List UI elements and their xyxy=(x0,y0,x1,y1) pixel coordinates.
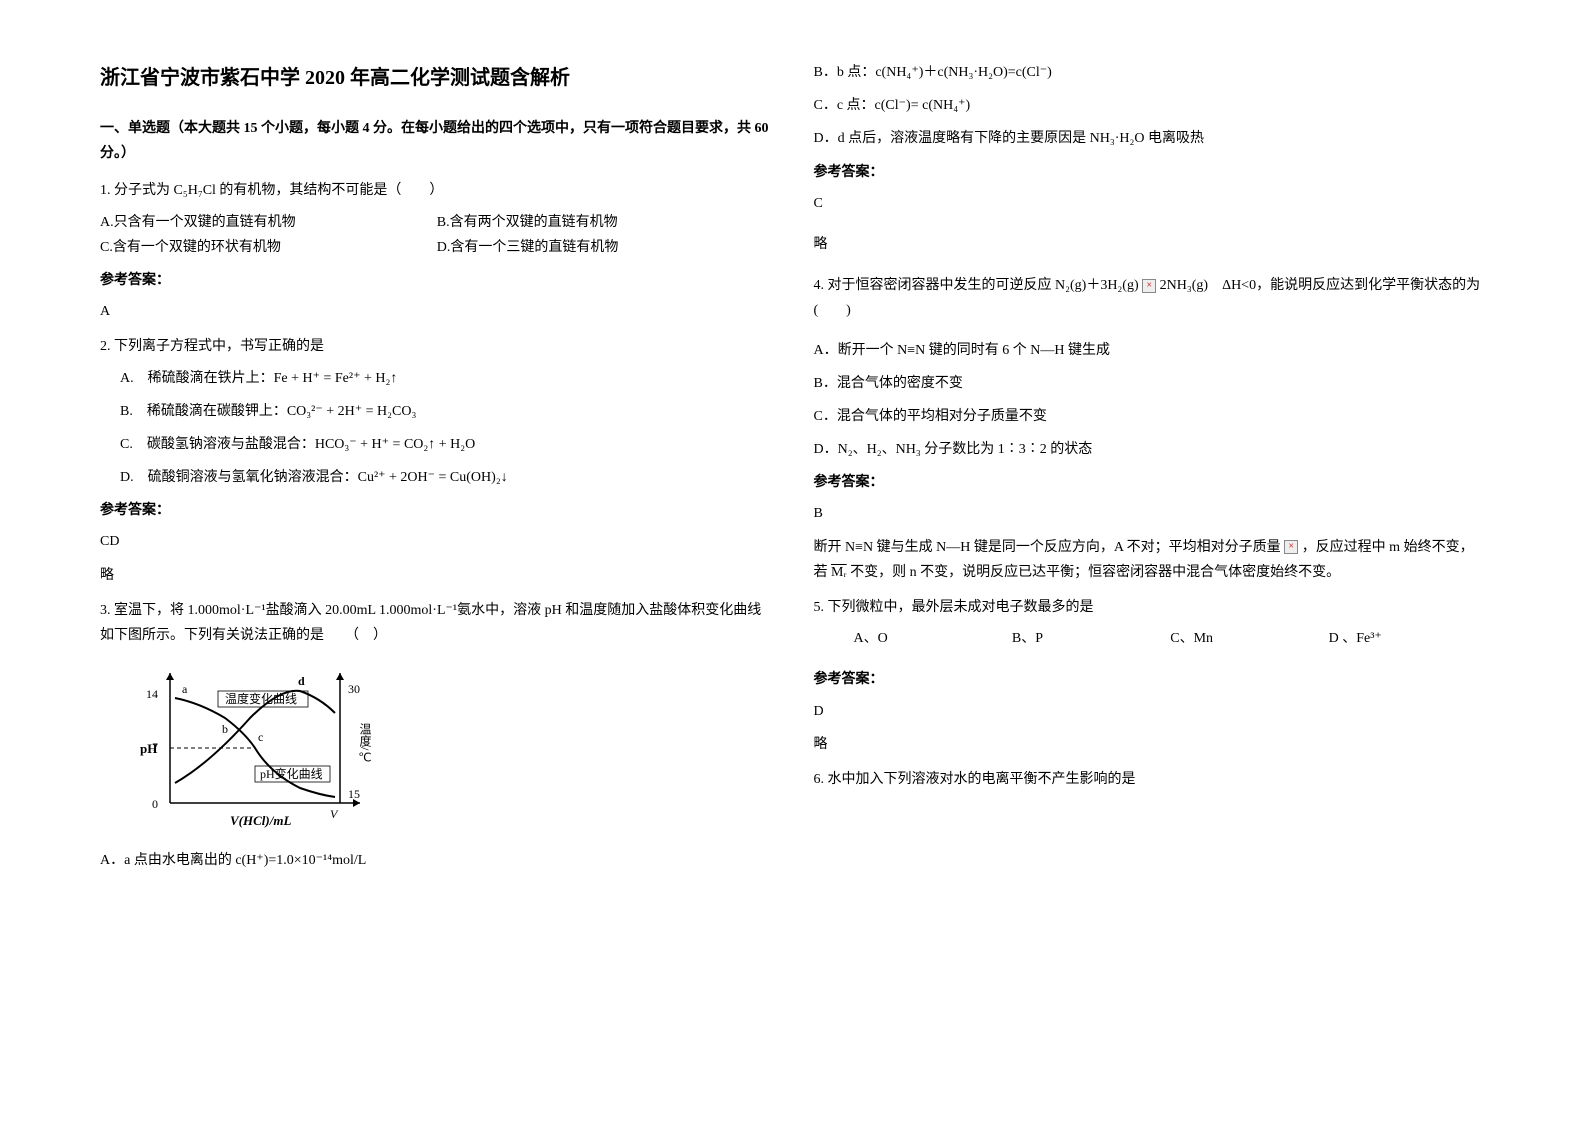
q4-opt-c: C．混合气体的平均相对分子质量不变 xyxy=(814,404,1488,429)
q2-opt-d: D. 硫酸铜溶液与氢氧化钠溶液混合：Cu²⁺ + 2OH⁻ = Cu(OH)₂↓ xyxy=(120,465,774,490)
q3-opt-a: A．a 点由水电离出的 c(H⁺)=1.0×10⁻¹⁴mol/L xyxy=(100,848,774,873)
q2-note: 略 xyxy=(100,563,774,588)
q4-ans-label: 参考答案： xyxy=(814,470,1488,495)
q4-exp-before: 断开 N≡N 键与生成 N—H 键是同一个反应方向，A 不对；平均相对分子质量 xyxy=(814,540,1285,555)
q3-opt-b: B．b 点：c(NH₄⁺)＋c(NH₃·H₂O)=c(Cl⁻) xyxy=(814,60,1488,85)
question-6: 6. 水中加入下列溶液对水的电离平衡不产生影响的是 xyxy=(814,767,1488,792)
q1-opt-a: A.只含有一个双键的直链有机物 xyxy=(100,210,437,235)
q1-opt-b: B.含有两个双键的直链有机物 xyxy=(437,210,774,235)
q4-text: 4. 对于恒容密闭容器中发生的可逆反应 N₂(g)＋3H₂(g) × 2NH₃(… xyxy=(814,273,1488,323)
point-b: b xyxy=(222,722,228,736)
q5-opt-d: D 、Fe³⁺ xyxy=(1329,626,1487,651)
q5-text: 5. 下列微粒中，最外层未成对电子数最多的是 xyxy=(814,595,1488,620)
q5-opt-a: A、O xyxy=(854,626,1012,651)
q1-text: 1. 分子式为 C₅H₇Cl 的有机物，其结构不可能是（ ） xyxy=(100,178,774,203)
q4-explain: 断开 N≡N 键与生成 N—H 键是同一个反应方向，A 不对；平均相对分子质量 … xyxy=(814,535,1488,585)
q2-text: 2. 下列离子方程式中，书写正确的是 xyxy=(100,334,774,359)
q4-opt-d: D．N₂、H₂、NH₃ 分子数比为 1∶3∶2 的状态 xyxy=(814,437,1488,462)
q2-ans: CD xyxy=(100,529,774,554)
q6-text: 6. 水中加入下列溶液对水的电离平衡不产生影响的是 xyxy=(814,767,1488,792)
xlabel: V(HCl)/mL xyxy=(230,813,291,828)
q2-ans-label: 参考答案： xyxy=(100,498,774,523)
q3-ans: C xyxy=(814,191,1488,216)
left-column: 浙江省宁波市紫石中学 2020 年高二化学测试题含解析 一、单选题（本大题共 1… xyxy=(80,60,794,1062)
q3-note: 略 xyxy=(814,232,1488,257)
ylabel-left: pH xyxy=(140,741,157,756)
point-c: c xyxy=(258,730,263,744)
point-d: d xyxy=(298,674,305,688)
ytick-14: 14 xyxy=(146,687,158,701)
q1-ans: A xyxy=(100,299,774,324)
y-axis-left-arrow xyxy=(166,673,174,680)
q1-options: A.只含有一个双键的直链有机物 B.含有两个双键的直链有机物 xyxy=(100,210,774,235)
section-1-header: 一、单选题（本大题共 15 个小题，每小题 4 分。在每小题给出的四个选项中，只… xyxy=(100,116,774,166)
q4-opt-b: B．混合气体的密度不变 xyxy=(814,371,1488,396)
exam-title: 浙江省宁波市紫石中学 2020 年高二化学测试题含解析 xyxy=(100,60,774,96)
question-1: 1. 分子式为 C₅H₇Cl 的有机物，其结构不可能是（ ） A.只含有一个双键… xyxy=(100,178,774,324)
q4-opt-a: A．断开一个 N≡N 键的同时有 6 个 N—H 键生成 xyxy=(814,338,1488,363)
q1-opt-d: D.含有一个三键的直链有机物 xyxy=(437,235,774,260)
q5-options: A、O B、P C、Mn D 、Fe³⁺ xyxy=(814,626,1488,651)
ylabel-right: 温度/℃ xyxy=(358,723,372,765)
ph-curve-label: pH变化曲线 xyxy=(260,766,323,781)
yrtick-15: 15 xyxy=(348,787,360,801)
question-5: 5. 下列微粒中，最外层未成对电子数最多的是 A、O B、P C、Mn D 、F… xyxy=(814,595,1488,757)
right-column: B．b 点：c(NH₄⁺)＋c(NH₃·H₂O)=c(Cl⁻) C．c 点：c(… xyxy=(794,60,1508,1062)
question-4: 4. 对于恒容密闭容器中发生的可逆反应 N₂(g)＋3H₂(g) × 2NH₃(… xyxy=(814,273,1488,585)
q2-opt-b: B. 稀硫酸滴在碳酸钾上：CO₃²⁻ + 2H⁺ = H₂CO₃ xyxy=(120,399,774,424)
equilibrium-icon: × xyxy=(1142,279,1156,293)
q3-opt-d: D．d 点后，溶液温度略有下降的主要原因是 NH₃·H₂O 电离吸热 xyxy=(814,126,1488,151)
q3-ans-label: 参考答案： xyxy=(814,160,1488,185)
q4-ans: B xyxy=(814,501,1488,526)
temp-curve-label: 温度变化曲线 xyxy=(225,691,297,706)
ph-temp-chart-svg: 0 7 14 15 30 a b c d 温度变化曲线 pH变化曲线 xyxy=(130,663,390,833)
q1-ans-label: 参考答案： xyxy=(100,268,774,293)
q3-chart: 0 7 14 15 30 a b c d 温度变化曲线 pH变化曲线 xyxy=(130,663,774,833)
q5-opt-c: C、Mn xyxy=(1170,626,1328,651)
q1-options-2: C.含有一个双键的环状有机物 D.含有一个三键的直链有机物 xyxy=(100,235,774,260)
formula-icon: × xyxy=(1284,540,1298,554)
q5-ans: D xyxy=(814,699,1488,724)
point-a: a xyxy=(182,682,188,696)
q5-ans-label: 参考答案： xyxy=(814,667,1488,692)
q5-note: 略 xyxy=(814,732,1488,757)
question-2: 2. 下列离子方程式中，书写正确的是 A. 稀硫酸滴在铁片上：Fe + H⁺ =… xyxy=(100,334,774,588)
q1-opt-c: C.含有一个双键的环状有机物 xyxy=(100,235,437,260)
y-axis-right-arrow xyxy=(336,673,344,680)
question-3: 3. 室温下，将 1.000mol·L⁻¹盐酸滴入 20.00mL 1.000m… xyxy=(100,598,774,874)
x-end: V xyxy=(330,807,339,821)
q2-opt-c: C. 碳酸氢钠溶液与盐酸混合：HCO₃⁻ + H⁺ = CO₂↑ + H₂O xyxy=(120,432,774,457)
q3-opt-c: C．c 点：c(Cl⁻)= c(NH₄⁺) xyxy=(814,93,1488,118)
q5-opt-b: B、P xyxy=(1012,626,1170,651)
yrtick-30: 30 xyxy=(348,682,360,696)
q4-exp-after2: 不变，则 n 不变，说明反应已达平衡；恒容密闭容器中混合气体密度始终不变。 xyxy=(850,565,1340,580)
ytick-0: 0 xyxy=(152,797,158,811)
q4-text-before: 4. 对于恒容密闭容器中发生的可逆反应 N₂(g)＋3H₂(g) xyxy=(814,278,1143,293)
q2-opt-a: A. 稀硫酸滴在铁片上：Fe + H⁺ = Fe²⁺ + H₂↑ xyxy=(120,366,774,391)
q4-exp-mr: Mᵣ xyxy=(831,565,847,580)
q3-text: 3. 室温下，将 1.000mol·L⁻¹盐酸滴入 20.00mL 1.000m… xyxy=(100,598,774,648)
